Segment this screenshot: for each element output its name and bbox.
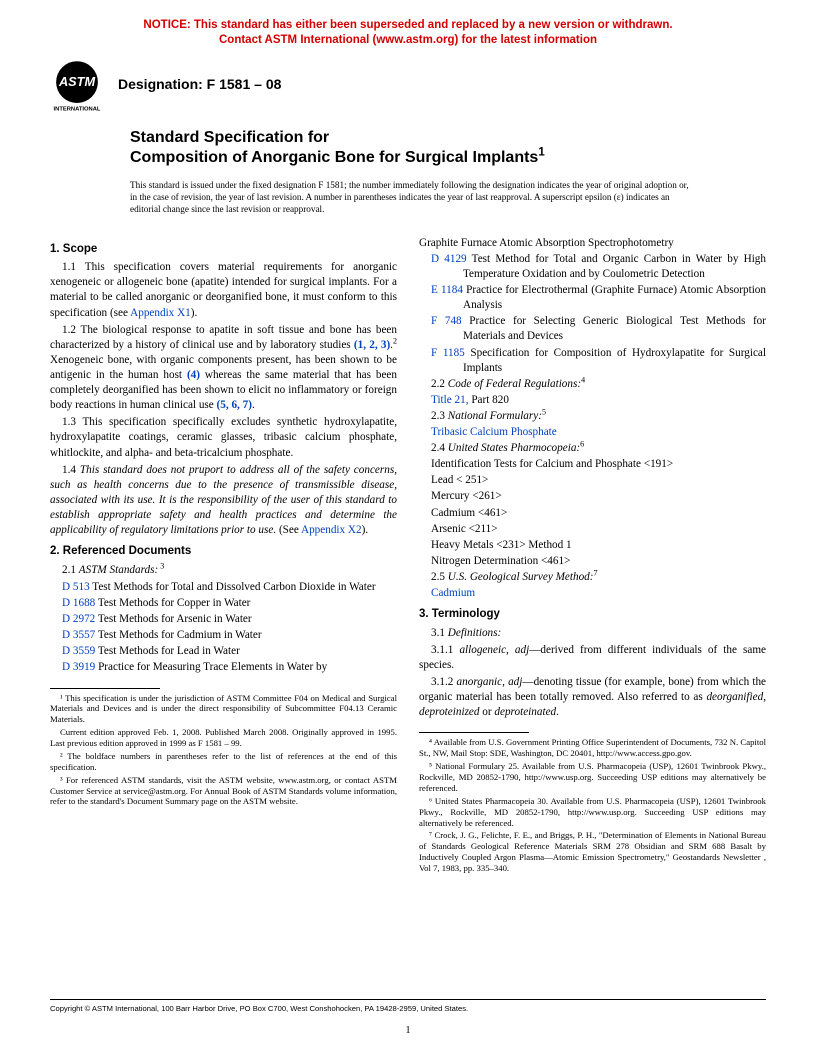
astm-ref-text: Practice for Selecting Generic Biologica… [462,315,766,342]
astm-ref-item: D 3919 Practice for Measuring Trace Elem… [50,660,397,675]
supersede-notice: NOTICE: This standard has either been su… [0,0,816,48]
astm-ref-code[interactable]: D 4129 [431,253,467,265]
astm-ref-item: D 1688 Test Methods for Copper in Water [50,596,397,611]
astm-ref-code[interactable]: E 1184 [431,284,463,296]
astm-ref-text: Practice for Measuring Trace Elements in… [95,661,327,673]
astm-ref-item: D 3557 Test Methods for Cadmium in Water [50,628,397,643]
astm-ref-code[interactable]: F 1185 [431,347,465,359]
footnote: ⁶ United States Pharmacopeia 30. Availab… [419,796,766,829]
astm-ref-text: Test Methods for Cadmium in Water [95,629,261,641]
section-1-head: 1. Scope [50,242,397,258]
astm-ref-list-1: D 513 Test Methods for Total and Dissolv… [50,580,397,676]
title-21-link[interactable]: Title 21, [431,394,469,406]
title-block: Standard Specification for Composition o… [130,128,690,168]
right-column: Graphite Furnace Atomic Absorption Spect… [419,236,766,876]
astm-ref-item: D 3559 Test Methods for Lead in Water [50,644,397,659]
astm-ref-text: Specification for Composition of Hydroxy… [463,347,766,374]
para-3-1-1: 3.1.1 allogeneic, adj—derived from diffe… [419,643,766,673]
para-2-5: 2.5 U.S. Geological Survey Method:7 [419,570,766,585]
notice-line2: Contact ASTM International (www.astm.org… [219,34,597,46]
footnote-rule-left [50,688,160,689]
usp-list: Identification Tests for Calcium and Pho… [419,457,766,569]
title-line1: Standard Specification for [130,128,690,148]
astm-ref-code[interactable]: D 3559 [62,645,95,657]
para-1-4: 1.4 This standard does not pruport to ad… [50,463,397,539]
footnote: ¹ This specification is under the jurisd… [50,693,397,726]
appendix-x1-link[interactable]: Appendix X1 [130,307,191,319]
logo-top-text: ASTM [58,74,96,89]
para-2-1: 2.1 ASTM Standards: 3 [50,563,397,578]
footnote: ⁷ Crock, J. G., Felichte, F. E., and Bri… [419,830,766,874]
usp-item: Arsenic <211> [419,522,766,537]
usp-item: Cadmium <461> [419,506,766,521]
astm-ref-text: Test Methods for Total and Dissolved Car… [90,581,376,593]
astm-ref-code[interactable]: F 748 [431,315,462,327]
usp-item: Identification Tests for Calcium and Pho… [419,457,766,472]
footnotes-left: ¹ This specification is under the jurisd… [50,693,397,808]
footnote: ⁵ National Formulary 25. Available from … [419,761,766,794]
astm-ref-code[interactable]: D 3919 [62,661,95,673]
astm-ref-item: D 4129 Test Method for Total and Organic… [419,252,766,282]
footnote: ² The boldface numbers in parentheses re… [50,751,397,773]
para-2-4: 2.4 United States Pharmocopeia:6 [419,441,766,456]
tribasic-link[interactable]: Tribasic Calcium Phosphate [419,425,766,440]
bottom-rule [50,999,766,1000]
ref-4[interactable]: (4) [187,369,200,381]
cfr-link-row: Title 21, Part 820 [419,393,766,408]
issue-note: This standard is issued under the fixed … [130,180,690,216]
footnote-rule-right [419,732,529,733]
astm-ref-text: Test Methods for Lead in Water [95,645,240,657]
header-row: ASTM INTERNATIONAL Designation: F 1581 –… [48,56,816,114]
para-3-1: 3.1 Definitions: [419,626,766,641]
footnote: Current edition approved Feb. 1, 2008. P… [50,727,397,749]
refs-1-2-3[interactable]: (1, 2, 3) [354,339,390,351]
refs-5-6-7[interactable]: (5, 6, 7) [217,399,252,411]
page-number: 1 [0,1024,816,1038]
left-column: 1. Scope 1.1 This specification covers m… [50,236,397,876]
logo-bottom-text: INTERNATIONAL [54,106,101,112]
designation-label: Designation: F 1581 – 08 [118,75,281,94]
astm-ref-item: F 748 Practice for Selecting Generic Bio… [419,314,766,344]
astm-ref-text: Test Methods for Arsenic in Water [95,613,251,625]
notice-line1: NOTICE: This standard has either been su… [143,19,672,31]
astm-logo: ASTM INTERNATIONAL [48,56,106,114]
astm-ref-item: D 513 Test Methods for Total and Dissolv… [50,580,397,595]
para-1-3: 1.3 This specification specifically excl… [50,415,397,460]
section-3-head: 3. Terminology [419,607,766,623]
astm-ref-item: E 1184 Practice for Electrothermal (Grap… [419,283,766,313]
para-1-1: 1.1 This specification covers material r… [50,260,397,320]
usp-item: Heavy Metals <231> Method 1 [419,538,766,553]
para-2-2: 2.2 Code of Federal Regulations:4 [419,377,766,392]
usp-item: Mercury <261> [419,489,766,504]
usp-item: Nitrogen Determination <461> [419,554,766,569]
title-line2: Composition of Anorganic Bone for Surgic… [130,148,690,168]
astm-ref-text: Test Method for Total and Organic Carbon… [463,253,766,280]
astm-ref-code[interactable]: D 513 [62,581,90,593]
appendix-x2-link[interactable]: Appendix X2 [301,524,362,536]
astm-ref-item: D 2972 Test Methods for Arsenic in Water [50,612,397,627]
astm-ref-text: Practice for Electrothermal (Graphite Fu… [463,284,766,311]
usp-item: Lead < 251> [419,473,766,488]
cadmium-link[interactable]: Cadmium [419,586,766,601]
footnotes-right: ⁴ Available from U.S. Government Printin… [419,737,766,874]
ref-continuation: Graphite Furnace Atomic Absorption Spect… [419,236,766,251]
astm-ref-code[interactable]: D 1688 [62,597,95,609]
astm-ref-text: Test Methods for Copper in Water [95,597,250,609]
para-3-1-2: 3.1.2 anorganic, adj—denoting tissue (fo… [419,675,766,720]
copyright-text: Copyright © ASTM International, 100 Barr… [50,1004,468,1014]
para-2-3: 2.3 National Formulary:5 [419,409,766,424]
astm-ref-list-2: D 4129 Test Method for Total and Organic… [419,252,766,376]
astm-ref-item: F 1185 Specification for Composition of … [419,346,766,376]
body-columns: 1. Scope 1.1 This specification covers m… [50,236,766,876]
footnote: ³ For referenced ASTM standards, visit t… [50,775,397,808]
astm-ref-code[interactable]: D 3557 [62,629,95,641]
astm-ref-code[interactable]: D 2972 [62,613,95,625]
footnote: ⁴ Available from U.S. Government Printin… [419,737,766,759]
para-1-2: 1.2 The biological response to apatite i… [50,323,397,414]
section-2-head: 2. Referenced Documents [50,544,397,560]
